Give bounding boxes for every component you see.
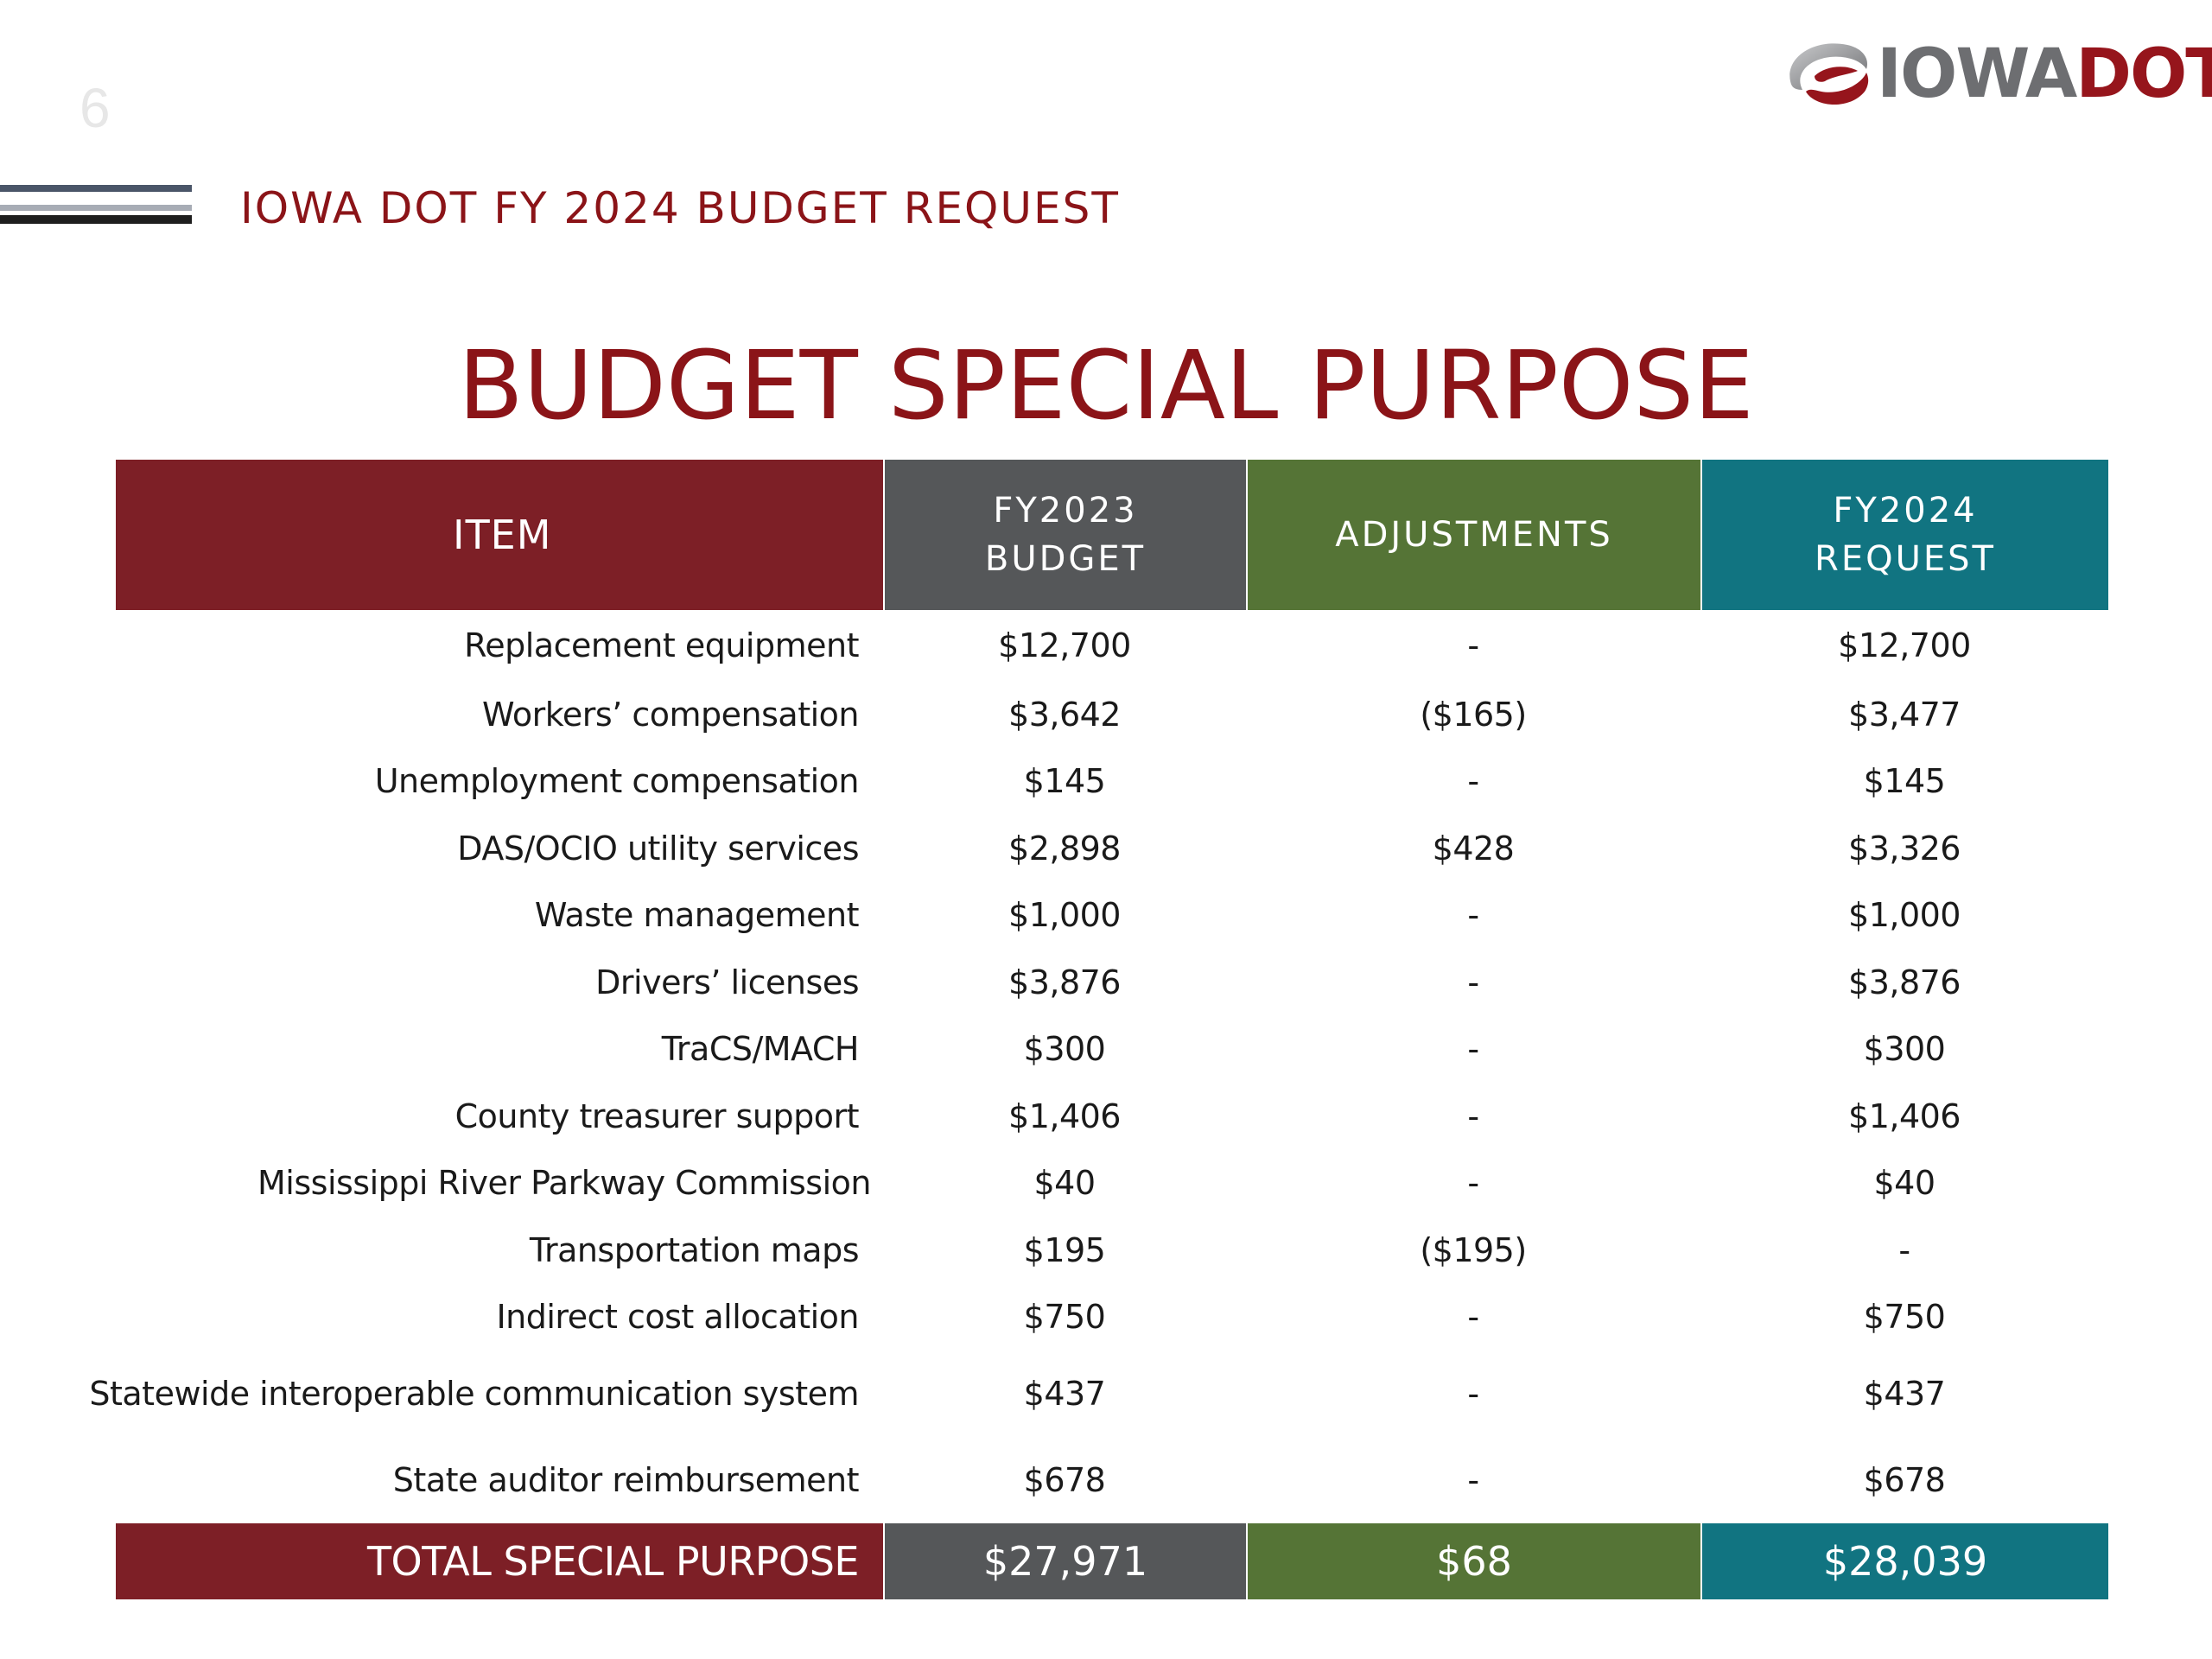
total-label: TOTAL SPECIAL PURPOSE bbox=[116, 1523, 883, 1599]
row-fy2023: $195 bbox=[1023, 1230, 1106, 1269]
row-fy2024: $300 bbox=[1863, 1030, 1946, 1069]
row-item: Drivers’ licenses bbox=[595, 963, 859, 1001]
table-row: Drivers’ licenses $3,876 - $3,876 bbox=[116, 949, 2108, 1016]
header-fy2024-line1: FY2024 bbox=[1833, 491, 1978, 531]
table-row: County treasurer support $1,406 - $1,406 bbox=[116, 1083, 2108, 1150]
row-fy2024: $1,000 bbox=[1848, 896, 1961, 935]
row-fy2024: $3,876 bbox=[1848, 963, 1961, 1001]
row-fy2024: $12,700 bbox=[1838, 626, 1971, 664]
table-row: Replacement equipment $12,700 - $12,700 bbox=[116, 610, 2108, 681]
table-row: Workers’ compensation $3,642 ($165) $3,4… bbox=[116, 681, 2108, 748]
table-row: Transportation maps $195 ($195) - bbox=[116, 1217, 2108, 1284]
row-item: Replacement equipment bbox=[464, 626, 859, 664]
row-adjustment: - bbox=[1467, 963, 1479, 1001]
row-fy2023: $1,406 bbox=[1008, 1096, 1121, 1135]
row-item: State auditor reimbursement bbox=[392, 1461, 860, 1499]
row-fy2024: $40 bbox=[1873, 1164, 1936, 1203]
row-item: Statewide interoperable communication sy… bbox=[89, 1375, 859, 1413]
table-row: DAS/OCIO utility services $2,898 $428 $3… bbox=[116, 815, 2108, 882]
row-fy2024: $3,477 bbox=[1848, 695, 1961, 734]
row-adjustment: - bbox=[1467, 1096, 1479, 1135]
header-fy2024-request: FY2024 REQUEST bbox=[1700, 460, 2108, 610]
row-fy2023: $300 bbox=[1023, 1030, 1106, 1069]
row-item: Indirect cost allocation bbox=[496, 1298, 859, 1337]
row-fy2023: $12,700 bbox=[998, 626, 1131, 664]
row-adjustment: ($165) bbox=[1420, 695, 1527, 734]
slide-subtitle: IOWA DOT FY 2024 BUDGET REQUEST bbox=[240, 183, 1120, 233]
row-fy2023: $145 bbox=[1023, 762, 1106, 801]
table-row: State auditor reimbursement $678 - $678 bbox=[116, 1437, 2108, 1523]
row-fy2023: $437 bbox=[1023, 1375, 1106, 1413]
row-fy2024: $750 bbox=[1863, 1298, 1946, 1337]
row-item: Mississippi River Parkway Commission bbox=[257, 1164, 871, 1203]
row-fy2023: $3,876 bbox=[1008, 963, 1121, 1001]
iowa-dot-swoosh-icon bbox=[1789, 43, 1869, 105]
row-fy2023: $40 bbox=[1033, 1164, 1096, 1203]
row-item: DAS/OCIO utility services bbox=[457, 829, 859, 868]
row-adjustment: - bbox=[1467, 1164, 1479, 1203]
row-item: County treasurer support bbox=[454, 1096, 860, 1135]
budget-table: ITEM FY2023 BUDGET ADJUSTMENTS FY2024 REQU… bbox=[89, 460, 2108, 1599]
table-row: Unemployment compensation $145 - $145 bbox=[116, 748, 2108, 816]
row-fy2023: $750 bbox=[1023, 1298, 1106, 1337]
row-fy2024: $3,326 bbox=[1848, 829, 1961, 868]
table-row: Indirect cost allocation $750 - $750 bbox=[116, 1284, 2108, 1351]
row-fy2024: $145 bbox=[1863, 762, 1946, 801]
row-adjustment: - bbox=[1467, 1298, 1479, 1337]
row-adjustment: ($195) bbox=[1420, 1230, 1527, 1269]
table-row: Waste management $1,000 - $1,000 bbox=[116, 882, 2108, 950]
row-fy2024: $437 bbox=[1863, 1375, 1946, 1413]
row-fy2023: $2,898 bbox=[1008, 829, 1121, 868]
row-adjustment: - bbox=[1467, 1030, 1479, 1069]
row-item: Waste management bbox=[534, 896, 860, 935]
row-fy2024: - bbox=[1898, 1230, 1910, 1269]
header-fy2023-line2: BUDGET bbox=[984, 539, 1147, 579]
total-fy2024: $28,039 bbox=[1700, 1523, 2108, 1599]
row-fy2023: $3,642 bbox=[1008, 695, 1121, 734]
row-item: TraCS/MACH bbox=[661, 1030, 860, 1069]
logo-iowa-text: IOWA bbox=[1877, 35, 2077, 113]
row-fy2024: $1,406 bbox=[1848, 1096, 1961, 1135]
row-adjustment: - bbox=[1467, 1461, 1479, 1499]
row-item: Unemployment compensation bbox=[374, 762, 860, 801]
logo-dot-text: DOT bbox=[2075, 35, 2212, 113]
header-item: ITEM bbox=[116, 460, 883, 610]
row-adjustment: - bbox=[1467, 762, 1479, 801]
row-adjustment: - bbox=[1467, 896, 1479, 935]
table-row: TraCS/MACH $300 - $300 bbox=[116, 1016, 2108, 1084]
slide-title: BUDGET SPECIAL PURPOSE bbox=[458, 330, 1754, 441]
table-row: Mississippi River Parkway Commission $40… bbox=[116, 1150, 2108, 1217]
header-fy2023-line1: FY2023 bbox=[993, 491, 1138, 531]
total-fy2023: $27,971 bbox=[883, 1523, 1246, 1599]
row-adjustment: $428 bbox=[1432, 829, 1515, 868]
table-total-row: TOTAL SPECIAL PURPOSE $27,971 $68 $28,03… bbox=[116, 1523, 2108, 1599]
row-fy2024: $678 bbox=[1863, 1461, 1946, 1499]
table-row: Statewide interoperable communication sy… bbox=[89, 1351, 2108, 1437]
iowa-dot-logo: IOWADOT bbox=[1780, 31, 2212, 118]
row-fy2023: $678 bbox=[1023, 1461, 1106, 1499]
header-adjustments: ADJUSTMENTS bbox=[1246, 460, 1700, 610]
slide-number: 6 bbox=[79, 77, 111, 139]
header-fy2023-budget: FY2023 BUDGET bbox=[883, 460, 1246, 610]
header-stripes bbox=[0, 185, 192, 228]
row-adjustment: - bbox=[1467, 1375, 1479, 1413]
row-item: Workers’ compensation bbox=[482, 695, 859, 734]
row-item: Transportation maps bbox=[529, 1230, 860, 1269]
row-fy2023: $1,000 bbox=[1008, 896, 1121, 935]
header-fy2024-line2: REQUEST bbox=[1815, 539, 1996, 579]
total-adjustments: $68 bbox=[1246, 1523, 1700, 1599]
table-header-row: ITEM FY2023 BUDGET ADJUSTMENTS FY2024 REQU… bbox=[116, 460, 2108, 610]
row-adjustment: - bbox=[1467, 626, 1479, 664]
